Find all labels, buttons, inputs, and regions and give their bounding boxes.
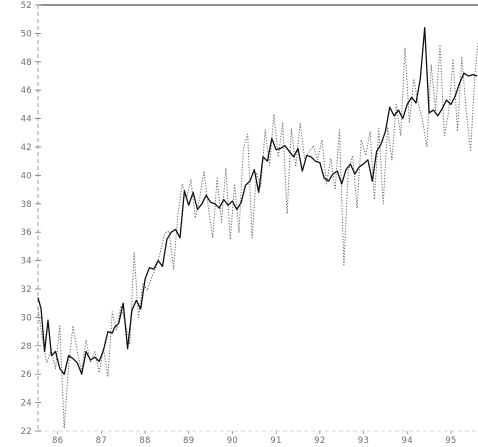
- y-tick-label: 46: [21, 86, 32, 96]
- y-tick-label: 44: [21, 115, 32, 125]
- x-axis-ticks: 86 87 88 89 90 91 92 93 94 95: [52, 431, 456, 446]
- y-tick-label: 50: [21, 29, 32, 39]
- y-tick-label: 52: [21, 1, 32, 11]
- y-tick-label: 26: [21, 370, 32, 380]
- x-tick-label: 93: [358, 436, 369, 446]
- x-tick-label: 94: [402, 436, 413, 446]
- x-tick-label: 95: [445, 436, 456, 446]
- x-tick-label: 86: [52, 436, 63, 446]
- y-tick-label: 30: [21, 313, 32, 323]
- y-tick-label: 34: [21, 257, 32, 267]
- x-tick-label: 92: [314, 436, 325, 446]
- x-tick-label: 91: [270, 436, 281, 446]
- y-tick-label: 40: [21, 171, 32, 181]
- x-tick-label: 87: [96, 436, 107, 446]
- x-tick-label: 88: [139, 436, 150, 446]
- y-tick-label: 24: [21, 399, 32, 409]
- y-tick-label: 42: [21, 143, 32, 153]
- y-tick-label: 36: [21, 228, 32, 238]
- series-line-dotted: [37, 41, 478, 429]
- x-tick-label: 89: [183, 436, 194, 446]
- y-axis-ticks: 22 24 26 28 30 32 34 36 38 40 42 44 46 48 50 52: [21, 1, 41, 437]
- series-line-solid: [37, 27, 478, 375]
- y-tick-label: 22: [21, 427, 32, 437]
- y-tick-label: 28: [21, 342, 32, 352]
- x-tick-label: 90: [227, 436, 238, 446]
- series-layer: [37, 27, 478, 429]
- y-tick-label: 48: [21, 58, 32, 68]
- y-tick-label: 38: [21, 200, 32, 210]
- y-tick-label: 32: [21, 285, 32, 295]
